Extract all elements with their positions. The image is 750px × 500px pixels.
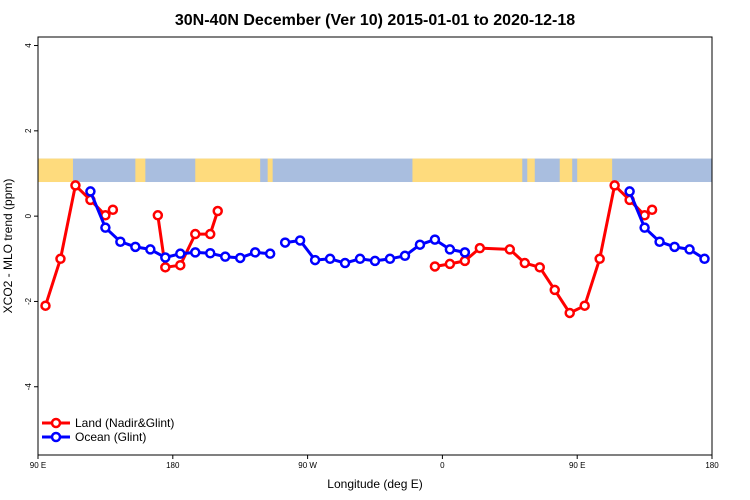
data-point xyxy=(145,244,156,255)
data-point xyxy=(579,300,590,311)
data-point xyxy=(444,244,456,255)
x-axis-label: Longitude (deg E) xyxy=(327,477,422,491)
data-point xyxy=(160,262,171,273)
data-point xyxy=(369,255,381,267)
data-point xyxy=(699,253,710,265)
data-point xyxy=(444,258,456,270)
data-point xyxy=(549,284,560,296)
data-point xyxy=(519,257,531,269)
data-point xyxy=(55,253,66,265)
data-point xyxy=(594,253,605,265)
y-tick-label: -4 xyxy=(24,383,33,391)
x-tick-label: 90 E xyxy=(30,461,46,470)
data-point xyxy=(40,300,51,311)
data-point xyxy=(309,254,321,266)
y-axis: -4 -2 0 2 4 xyxy=(24,43,38,391)
y-tick-label: -2 xyxy=(24,297,33,305)
series-ocean xyxy=(85,186,710,269)
x-tick-label: 180 xyxy=(705,461,719,470)
series-line xyxy=(89,190,271,260)
data-point xyxy=(504,244,516,255)
data-point xyxy=(684,244,695,255)
data-point xyxy=(100,222,111,233)
data-point xyxy=(115,236,126,247)
data-point xyxy=(609,180,620,191)
data-point xyxy=(70,180,81,191)
map-band xyxy=(38,158,712,183)
data-point xyxy=(669,241,680,253)
legend: Land (Nadir&Glint)Ocean (Glint) xyxy=(42,416,174,444)
y-tick-label: 4 xyxy=(24,43,33,48)
map-land xyxy=(267,158,273,183)
map-land xyxy=(412,158,523,183)
data-point xyxy=(234,252,246,264)
data-point xyxy=(459,247,471,258)
data-point xyxy=(624,186,635,197)
data-point xyxy=(564,307,575,319)
series-layer xyxy=(40,180,710,319)
data-point xyxy=(429,261,441,272)
data-point xyxy=(639,222,650,233)
data-point xyxy=(107,204,119,215)
legend-label: Ocean (Glint) xyxy=(75,430,146,444)
data-point xyxy=(399,250,411,262)
data-point xyxy=(354,253,366,265)
map-land xyxy=(195,158,261,183)
data-point xyxy=(264,248,276,259)
data-point xyxy=(654,236,665,247)
data-point xyxy=(414,239,426,250)
data-point xyxy=(459,255,471,267)
data-point xyxy=(339,257,351,269)
data-point xyxy=(175,259,186,271)
map-land xyxy=(527,158,535,183)
map-land xyxy=(559,158,573,183)
legend-marker xyxy=(50,417,62,429)
x-tick-label: 90 W xyxy=(298,461,317,470)
x-tick-label: 180 xyxy=(166,461,180,470)
data-point xyxy=(249,247,261,258)
data-point xyxy=(190,247,201,258)
y-axis-label: XCO2 - MLO trend (ppm) xyxy=(1,179,15,314)
y-tick-label: 2 xyxy=(24,128,33,133)
series-line xyxy=(44,183,114,307)
legend-label: Land (Nadir&Glint) xyxy=(75,416,174,430)
data-point xyxy=(474,242,486,254)
data-point xyxy=(294,235,306,246)
data-point xyxy=(324,253,336,265)
data-point xyxy=(429,234,441,245)
data-point xyxy=(204,228,216,240)
map-land xyxy=(577,158,613,183)
data-point xyxy=(160,252,171,263)
plot-frame xyxy=(37,36,713,456)
data-point xyxy=(212,205,223,217)
data-point xyxy=(219,251,231,262)
x-axis: 90 E 180 90 W 0 90 E 180 xyxy=(30,455,719,470)
data-point xyxy=(279,237,291,248)
x-tick-label: 0 xyxy=(440,461,445,470)
data-point xyxy=(534,262,546,273)
x-tick-label: 90 E xyxy=(569,461,585,470)
data-point xyxy=(646,204,658,215)
legend-marker xyxy=(50,431,62,443)
data-point xyxy=(130,241,141,253)
data-point xyxy=(190,228,201,240)
data-point xyxy=(85,186,96,197)
data-point xyxy=(384,253,396,265)
map-land xyxy=(135,158,146,183)
chart-title: 30N-40N December (Ver 10) 2015-01-01 to … xyxy=(175,12,575,29)
series-land xyxy=(40,180,658,319)
data-point xyxy=(204,248,216,259)
map-land xyxy=(38,158,73,183)
y-tick-label: 0 xyxy=(24,213,33,218)
data-point xyxy=(152,210,164,221)
data-point xyxy=(175,248,186,259)
